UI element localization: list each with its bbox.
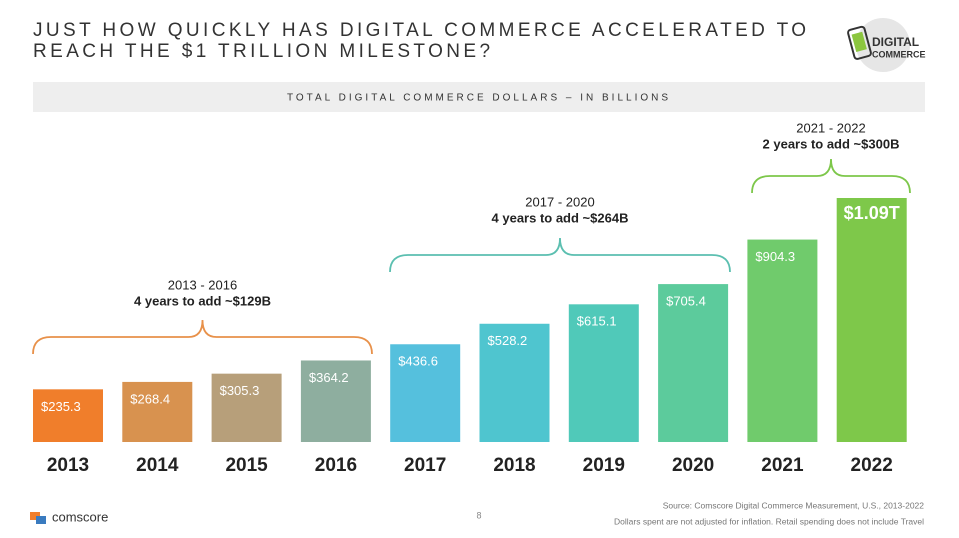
logo-phone <box>847 25 872 60</box>
bar <box>658 284 729 442</box>
x-tick-label: 2014 <box>136 455 179 476</box>
logo-text: COMMERCE <box>872 49 926 59</box>
value-label: $364.2 <box>309 370 349 385</box>
title-line: REACH THE $1 TRILLION MILESTONE? <box>33 41 493 62</box>
annotation-brace <box>32 319 373 355</box>
value-label: $904.3 <box>755 249 795 264</box>
subtitle-band <box>33 82 925 112</box>
value-label: $615.1 <box>577 314 617 329</box>
page-number: 8 <box>476 510 481 520</box>
x-tick-label: 2013 <box>47 455 89 476</box>
brand: comscore <box>52 509 108 524</box>
annotation-text: 2017 - 2020 <box>525 194 594 209</box>
x-tick-label: 2020 <box>672 455 714 476</box>
annotation-text: 2013 - 2016 <box>168 277 237 292</box>
bar <box>122 381 193 442</box>
value-label: $235.3 <box>41 399 81 414</box>
value-label: $268.4 <box>130 391 170 406</box>
brand-icon <box>30 512 40 520</box>
bar <box>211 373 282 442</box>
annotation-text: 4 years to add ~$264B <box>492 210 629 225</box>
bar <box>390 344 461 442</box>
value-label: $1.09T <box>844 203 900 223</box>
annotation-brace <box>751 158 911 194</box>
value-label: $705.4 <box>666 294 706 309</box>
bar <box>300 360 371 442</box>
title-line: JUST HOW QUICKLY HAS DIGITAL COMMERCE AC… <box>33 20 809 41</box>
bar <box>33 389 103 442</box>
bar <box>479 323 550 442</box>
logo-text: DIGITAL <box>872 35 919 49</box>
annotation-brace <box>389 237 731 273</box>
bar <box>836 198 907 442</box>
value-label: $436.6 <box>398 354 438 369</box>
logo-screen <box>851 31 867 53</box>
source: Dollars spent are not adjusted for infla… <box>614 516 924 526</box>
annotation-text: 4 years to add ~$129B <box>134 293 271 308</box>
x-tick-label: 2018 <box>493 455 535 476</box>
chart-title: TOTAL DIGITAL COMMERCE DOLLARS – IN BILL… <box>287 93 671 104</box>
x-tick-label: 2019 <box>583 455 625 476</box>
annotation-text: 2021 - 2022 <box>796 120 865 135</box>
annotation-text: 2 years to add ~$300B <box>763 136 900 151</box>
brand-icon <box>36 516 46 524</box>
logo-circle <box>856 18 910 72</box>
value-label: $528.2 <box>488 333 528 348</box>
x-tick-label: 2022 <box>851 455 893 476</box>
x-tick-label: 2021 <box>761 455 804 476</box>
value-label: $305.3 <box>220 383 260 398</box>
bar <box>568 304 639 442</box>
source: Source: Comscore Digital Commerce Measur… <box>663 500 925 510</box>
x-tick-label: 2016 <box>315 455 357 476</box>
x-tick-label: 2017 <box>404 455 446 476</box>
bar <box>747 239 818 442</box>
x-tick-label: 2015 <box>225 455 268 476</box>
